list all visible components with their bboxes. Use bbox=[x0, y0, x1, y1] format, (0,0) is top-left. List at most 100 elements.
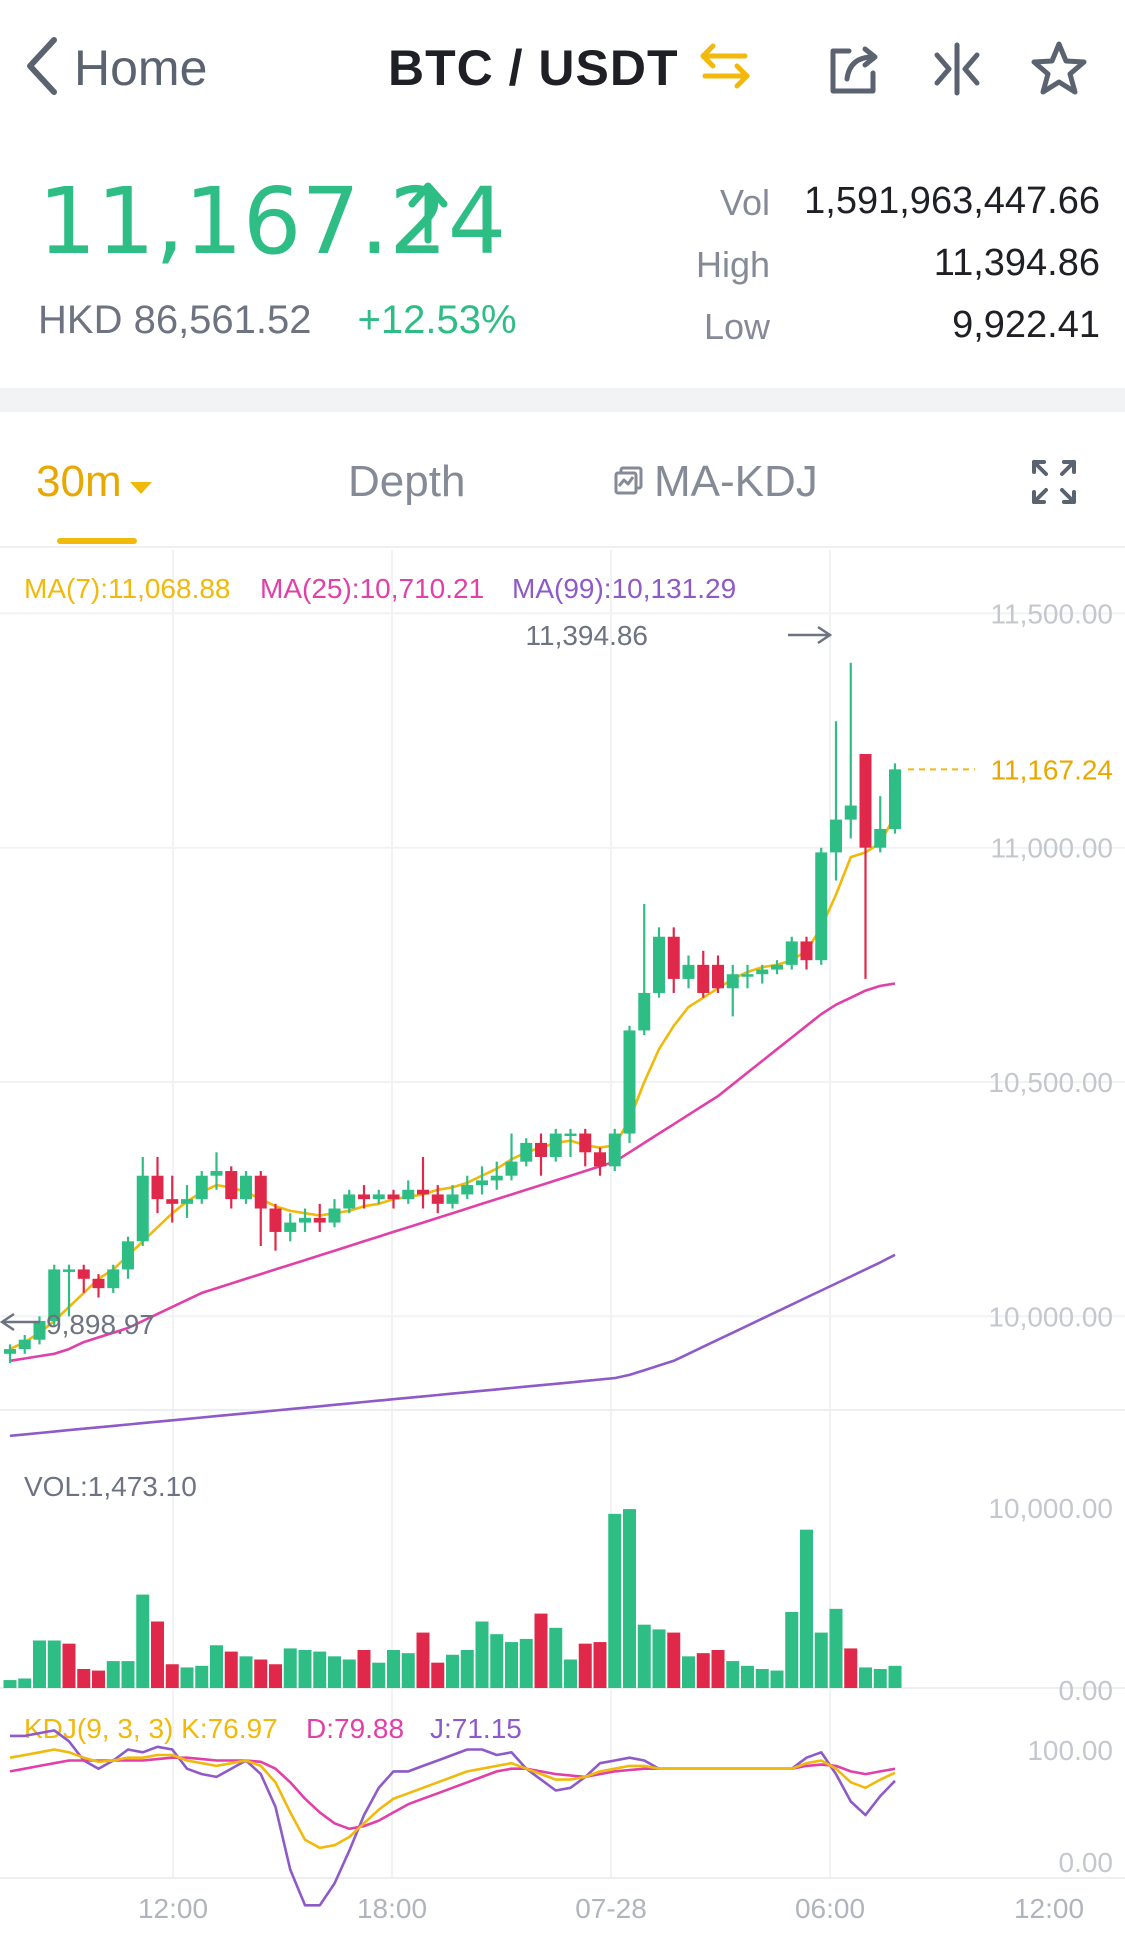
ma99-legend: MA(99):10,131.29 bbox=[512, 573, 736, 604]
volume-bar bbox=[873, 1669, 887, 1688]
candle-body bbox=[284, 1222, 297, 1232]
volume-bar bbox=[623, 1509, 636, 1688]
volume-bar bbox=[549, 1627, 563, 1688]
time-axis-tick: 18:00 bbox=[357, 1893, 427, 1924]
candle-body bbox=[431, 1194, 444, 1204]
pair-title: BTC / USDT bbox=[388, 40, 679, 96]
candle-body bbox=[830, 819, 842, 853]
tabs-divider bbox=[0, 546, 1125, 548]
volume-bar bbox=[298, 1650, 312, 1688]
candle-body bbox=[313, 1217, 326, 1223]
candle-body bbox=[299, 1217, 311, 1223]
candle-body bbox=[269, 1208, 282, 1232]
candle-body bbox=[771, 964, 783, 970]
high-marker-label: 11,394.86 bbox=[526, 620, 649, 651]
high-marker-arrow bbox=[788, 625, 833, 645]
candle-body bbox=[77, 1269, 90, 1279]
kdj-lines bbox=[9, 1729, 896, 1907]
ma-lines bbox=[9, 814, 897, 1438]
volume-axis-tick: 10,000.00 bbox=[988, 1493, 1113, 1524]
candle-body bbox=[18, 1339, 31, 1350]
candle-body bbox=[756, 969, 769, 975]
candle-body bbox=[151, 1175, 164, 1200]
volume-bar bbox=[18, 1678, 32, 1688]
volume-bar bbox=[829, 1608, 843, 1688]
back-button[interactable]: Home bbox=[24, 28, 207, 108]
volume-legend: VOL:1,473.10 bbox=[24, 1471, 197, 1502]
volume-bars bbox=[3, 1509, 902, 1688]
candle-body bbox=[638, 992, 651, 1031]
compare-icon[interactable] bbox=[922, 34, 992, 104]
low-marker-label: 9,898.97 bbox=[46, 1309, 155, 1340]
tab-indicator[interactable]: MA-KDJ bbox=[614, 450, 818, 514]
last-price-label: 11,167.24 bbox=[991, 754, 1114, 785]
high-label: High bbox=[695, 244, 770, 285]
candle-body bbox=[181, 1199, 193, 1204]
candle-body bbox=[372, 1194, 385, 1200]
candle-body bbox=[712, 964, 724, 989]
volume-bar bbox=[593, 1642, 607, 1688]
tab-depth[interactable]: Depth bbox=[348, 450, 465, 514]
candle-body bbox=[889, 769, 901, 829]
candle-body bbox=[63, 1269, 75, 1272]
volume-bar bbox=[505, 1642, 518, 1688]
volume-bar bbox=[165, 1664, 179, 1688]
volume-bar bbox=[224, 1651, 238, 1688]
volume-bar bbox=[269, 1664, 282, 1688]
volume-bar bbox=[239, 1656, 253, 1688]
high-value: 11,394.86 bbox=[933, 242, 1100, 284]
arrow-up-icon bbox=[406, 180, 450, 249]
candle-body bbox=[726, 974, 739, 989]
price-axis-tick: 11,500.00 bbox=[991, 598, 1114, 629]
candle-body bbox=[122, 1241, 134, 1270]
volume-bar bbox=[416, 1632, 430, 1688]
kdj-d-legend: D:79.88 bbox=[306, 1713, 404, 1744]
volume-bar bbox=[785, 1612, 799, 1688]
candle-body bbox=[402, 1189, 415, 1200]
share-icon[interactable] bbox=[820, 34, 890, 104]
fullscreen-icon[interactable] bbox=[1030, 458, 1078, 506]
candle-body bbox=[33, 1320, 46, 1340]
candle-body bbox=[210, 1171, 223, 1176]
star-icon[interactable] bbox=[1024, 34, 1094, 104]
ma25-legend: MA(25):10,710.21 bbox=[260, 573, 484, 604]
volume-bar bbox=[431, 1662, 445, 1688]
candle-body bbox=[844, 805, 857, 820]
volume-bar bbox=[136, 1594, 150, 1688]
time-axis: 12:00 18:00 07-28 06:00 12:00 bbox=[138, 1893, 1084, 1924]
kline-chart[interactable]: MA(7):11,068.88 MA(25):10,710.21 MA(99):… bbox=[0, 548, 1125, 1934]
candle-body bbox=[800, 941, 813, 961]
volume-bar bbox=[490, 1634, 504, 1688]
volume-bar bbox=[859, 1667, 872, 1688]
volume-bar bbox=[195, 1665, 209, 1688]
time-axis-tick: 12:00 bbox=[138, 1893, 208, 1924]
candle-body bbox=[564, 1133, 577, 1137]
pair-selector[interactable]: BTC / USDT bbox=[388, 28, 751, 108]
vol-label: Vol bbox=[719, 182, 770, 223]
candle-body bbox=[535, 1142, 547, 1157]
tab-interval[interactable]: 30m bbox=[36, 450, 152, 514]
hkd-value: 86,561.52 bbox=[133, 298, 312, 342]
candles bbox=[4, 662, 901, 1364]
volume-bar bbox=[151, 1621, 164, 1688]
hkd-price: HKD 86,561.52 bbox=[38, 298, 312, 343]
candle-body bbox=[815, 852, 828, 961]
low-marker-arrow bbox=[0, 1312, 40, 1332]
volume-bar bbox=[313, 1651, 327, 1688]
volume-bar bbox=[387, 1650, 400, 1688]
kdj-axis-top: 100.00 bbox=[1027, 1735, 1113, 1766]
candle-body bbox=[343, 1194, 356, 1209]
vol-value: 1,591,963,447.66 bbox=[804, 180, 1100, 222]
candle-body bbox=[254, 1175, 267, 1209]
volume-axis-zero: 0.00 bbox=[1059, 1675, 1114, 1706]
hkd-label: HKD bbox=[38, 298, 123, 342]
volume-bar bbox=[283, 1648, 297, 1688]
volume-bar bbox=[814, 1632, 828, 1688]
candle-body bbox=[4, 1349, 16, 1354]
candle-body bbox=[653, 936, 665, 993]
chevron-left-icon bbox=[24, 36, 60, 101]
volume-bar bbox=[534, 1613, 548, 1688]
candle-body bbox=[195, 1175, 208, 1200]
candle-body bbox=[225, 1171, 238, 1200]
swap-arrows-icon[interactable] bbox=[699, 40, 751, 97]
